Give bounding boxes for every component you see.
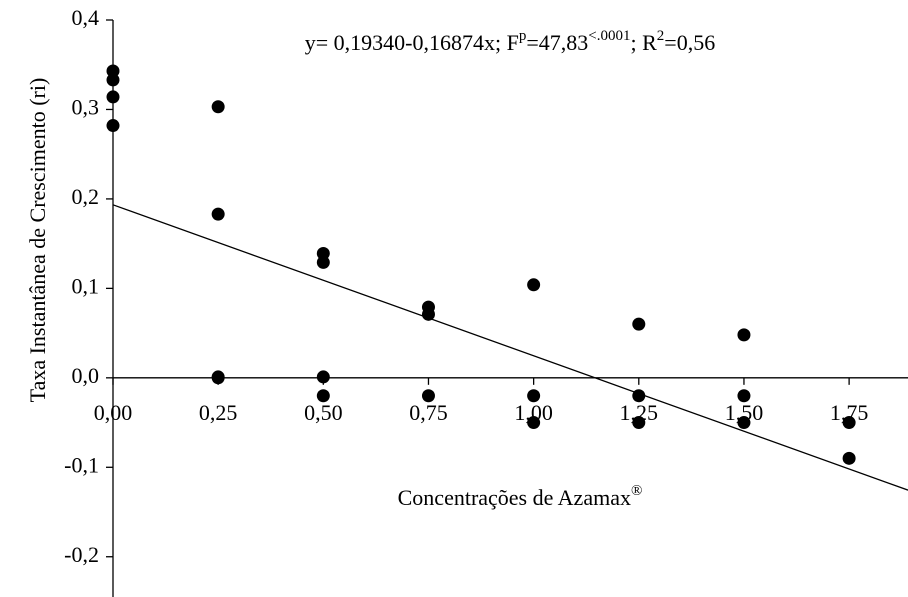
data-point [106, 119, 120, 133]
y-tick-label: 0,3 [72, 95, 100, 120]
annotation-part: y= 0,19340-0,16874x; F [305, 30, 519, 55]
x-tick-label: 0,75 [409, 400, 448, 425]
data-point [632, 416, 646, 430]
y-tick-label: -0,2 [64, 542, 99, 567]
data-point [106, 73, 120, 87]
data-point [632, 317, 646, 331]
y-tick-label: -0,1 [64, 452, 99, 477]
regression-line [112, 204, 908, 491]
y-tick-label: 0,4 [72, 5, 100, 30]
data-point [737, 416, 751, 430]
data-point [527, 389, 541, 403]
data-point [842, 451, 856, 465]
data-point [316, 246, 330, 260]
data-point [211, 207, 225, 221]
y-axis-label: Taxa Instantânea de Crescimento (ri) [25, 78, 50, 403]
data-point [316, 389, 330, 403]
annotation-sup: <.0001 [588, 28, 630, 44]
x-axis-label-part: Concentrações de Azamax [398, 485, 631, 510]
data-point [527, 278, 541, 292]
y-tick-label: 0,0 [72, 363, 100, 388]
data-point [421, 389, 435, 403]
y-tick-label: 0,1 [72, 273, 100, 298]
annotation-part: =0,56 [664, 30, 715, 55]
y-tick-label: 0,2 [72, 184, 100, 209]
data-point [737, 389, 751, 403]
annotation-part: =47,83 [526, 30, 588, 55]
annotation: y= 0,19340-0,16874x; Fp=47,83<.0001; R2=… [305, 28, 715, 55]
data-point [211, 371, 225, 385]
data-point [316, 255, 330, 269]
annotation-sup: p [519, 28, 527, 44]
data-point [632, 389, 646, 403]
data-point [106, 64, 120, 78]
annotation-part: ; R [631, 30, 658, 55]
data-point [211, 100, 225, 114]
x-axis-label: Concentrações de Azamax® [398, 483, 643, 510]
data-point [527, 416, 541, 430]
x-tick-label: 0,00 [94, 400, 133, 425]
annotation-sup: 2 [657, 28, 665, 44]
data-point [316, 370, 330, 384]
data-point [421, 307, 435, 321]
x-axis-label-sup: ® [631, 483, 642, 499]
x-tick-label: 0,50 [304, 400, 343, 425]
data-point [737, 328, 751, 342]
x-tick-label: 0,25 [199, 400, 238, 425]
data-point [106, 90, 120, 104]
data-point [842, 416, 856, 430]
